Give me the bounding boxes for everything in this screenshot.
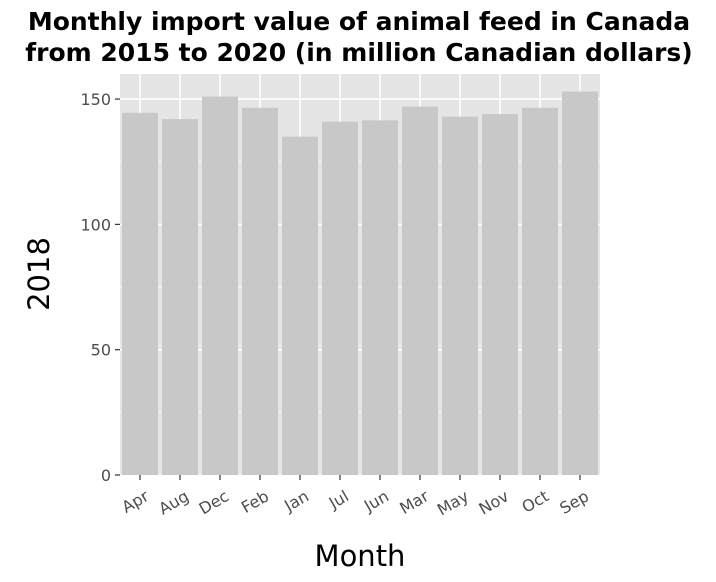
bars bbox=[122, 91, 598, 476]
x-tick-label: Dec bbox=[196, 486, 232, 518]
y-axis-title: 2018 bbox=[22, 237, 56, 311]
bar-aug bbox=[162, 119, 198, 476]
bar-oct bbox=[522, 107, 558, 475]
x-axis-title: Month bbox=[315, 539, 406, 573]
x-tick-label: Feb bbox=[238, 486, 272, 517]
y-tick-label: 150 bbox=[80, 90, 111, 109]
x-tick-label: May bbox=[434, 486, 472, 519]
y-tick-label: 0 bbox=[101, 466, 111, 485]
x-axis: Apr Aug Dec Feb Jan Jul Jun Mar May Nov Oct Sep bbox=[119, 475, 592, 519]
x-tick-label: Aug bbox=[155, 486, 192, 518]
bar-feb bbox=[242, 107, 278, 475]
bar-jan bbox=[282, 136, 318, 475]
x-tick-label: Jan bbox=[280, 486, 312, 515]
bar-mar bbox=[402, 106, 438, 476]
chart-title-line-2: from 2015 to 2020 (in million Canadian d… bbox=[25, 38, 692, 67]
x-tick-label: Jul bbox=[325, 486, 352, 513]
y-tick-label: 50 bbox=[91, 341, 111, 360]
bar-jun bbox=[362, 120, 398, 475]
bar-jul bbox=[322, 121, 358, 476]
x-tick-label: Oct bbox=[519, 486, 552, 516]
x-tick-label: Mar bbox=[396, 486, 432, 518]
bar-nov bbox=[482, 114, 518, 475]
x-tick-label: Nov bbox=[475, 486, 512, 518]
y-tick-label: 100 bbox=[80, 215, 111, 234]
bar-apr bbox=[122, 112, 158, 476]
x-tick-label: Apr bbox=[119, 486, 153, 517]
chart-title-line-1: Monthly import value of animal feed in C… bbox=[28, 7, 690, 36]
x-tick-label: Jun bbox=[360, 486, 392, 515]
bar-sep bbox=[562, 91, 598, 475]
plot-panel bbox=[120, 74, 600, 475]
x-tick-label: Sep bbox=[556, 486, 592, 518]
y-axis: 0 50 100 150 bbox=[80, 90, 120, 485]
bar-may bbox=[442, 116, 478, 475]
bar-dec bbox=[202, 96, 238, 476]
